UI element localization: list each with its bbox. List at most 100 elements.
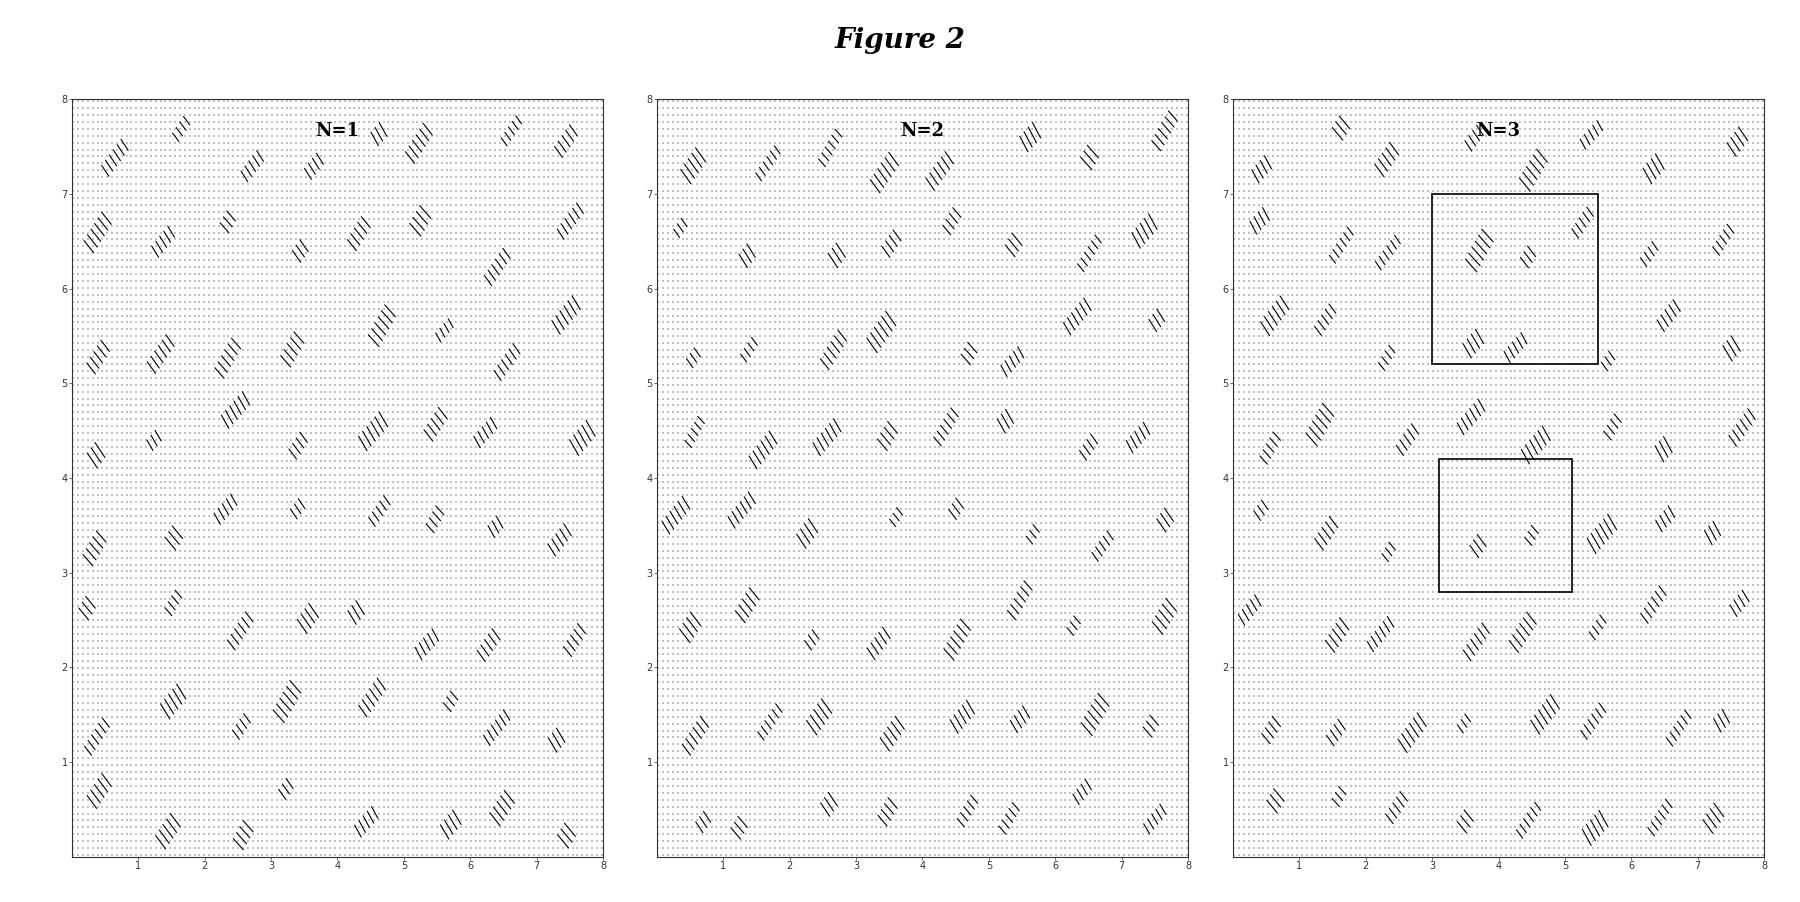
Point: [742, 765, 770, 779]
Point: [563, 232, 592, 246]
Point: [1057, 848, 1085, 862]
Point: [1481, 439, 1510, 454]
Point: [175, 301, 203, 316]
Point: [1433, 454, 1462, 468]
Point: [306, 205, 335, 219]
Point: [682, 627, 711, 641]
Point: [403, 827, 432, 842]
Point: [83, 398, 112, 412]
Point: [558, 371, 587, 385]
Point: [1163, 454, 1192, 468]
Point: [160, 177, 189, 191]
Point: [1728, 523, 1757, 538]
Point: [1163, 343, 1192, 357]
Point: [693, 170, 722, 184]
Point: [257, 848, 286, 862]
Point: [335, 820, 364, 834]
Point: [711, 799, 740, 814]
Point: [664, 599, 693, 613]
Point: [1724, 398, 1753, 412]
Point: [437, 529, 466, 544]
Point: [716, 467, 745, 482]
Point: [774, 364, 803, 378]
Point: [171, 267, 200, 281]
Point: [940, 94, 968, 108]
Point: [959, 336, 988, 350]
Point: [1134, 260, 1163, 274]
Point: [940, 585, 968, 600]
Point: [1318, 737, 1346, 751]
Point: [472, 488, 500, 502]
Point: [389, 190, 418, 205]
Point: [160, 405, 189, 419]
Point: [1152, 710, 1181, 724]
Point: [814, 571, 842, 585]
Point: [1060, 101, 1089, 115]
Point: [770, 668, 799, 683]
Point: [1370, 848, 1399, 862]
Point: [1318, 94, 1346, 108]
Point: [1665, 675, 1694, 689]
Point: [1129, 156, 1157, 170]
Point: [745, 294, 774, 308]
Point: [166, 315, 194, 329]
Point: [151, 205, 180, 219]
Point: [1739, 834, 1768, 849]
Point: [1148, 834, 1177, 849]
Point: [1438, 128, 1467, 143]
Point: [1564, 460, 1593, 474]
Point: [1366, 786, 1395, 800]
Point: [297, 315, 326, 329]
Point: [1273, 143, 1301, 157]
Point: [74, 446, 103, 461]
Point: [1298, 205, 1327, 219]
Point: [1681, 716, 1710, 731]
Point: [1143, 267, 1172, 281]
Point: [1395, 710, 1424, 724]
Point: [1651, 205, 1679, 219]
Point: [175, 273, 203, 288]
Point: [452, 281, 481, 295]
Point: [920, 446, 949, 461]
Point: [1602, 612, 1631, 627]
Point: [644, 848, 673, 862]
Point: [1366, 143, 1395, 157]
Point: [751, 516, 779, 530]
Point: [716, 433, 745, 447]
Point: [578, 122, 607, 136]
Point: [331, 827, 360, 842]
Point: [974, 149, 1003, 163]
Point: [1661, 426, 1690, 440]
Point: [1714, 799, 1742, 814]
Point: [1341, 246, 1370, 261]
Point: [1269, 827, 1298, 842]
Point: [553, 495, 581, 510]
Point: [175, 308, 203, 323]
Point: [1060, 288, 1089, 302]
Point: [794, 371, 823, 385]
Point: [1661, 606, 1690, 621]
Point: [189, 433, 218, 447]
Point: [1066, 482, 1094, 496]
Point: [1123, 585, 1152, 600]
Point: [326, 356, 355, 371]
Point: [142, 184, 171, 198]
Point: [340, 550, 369, 565]
Point: [578, 814, 607, 828]
Point: [1361, 778, 1390, 793]
Point: [653, 509, 682, 523]
Point: [1312, 799, 1341, 814]
Point: [1312, 668, 1341, 683]
Point: [1676, 294, 1705, 308]
Point: [1229, 778, 1258, 793]
Point: [412, 848, 441, 862]
Point: [1550, 329, 1579, 344]
Point: [418, 301, 446, 316]
Point: [1235, 585, 1264, 600]
Point: [243, 350, 272, 364]
Point: [94, 260, 122, 274]
Point: [1696, 412, 1724, 427]
Point: [131, 529, 160, 544]
Point: [722, 246, 751, 261]
Point: [1530, 827, 1559, 842]
